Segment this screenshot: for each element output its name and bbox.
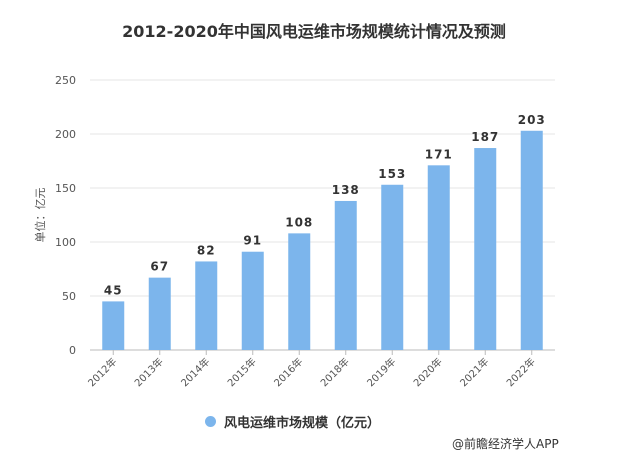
bar (288, 233, 311, 350)
y-tick-label: 200 (55, 128, 76, 141)
data-label: 138 (332, 183, 360, 197)
y-tick-label: 100 (55, 236, 76, 249)
y-tick-label: 0 (69, 344, 76, 357)
y-axis-label: 单位：亿元 (33, 188, 47, 243)
data-label: 187 (471, 130, 499, 144)
bar (427, 165, 450, 350)
x-tick-label: 2019年 (364, 355, 398, 389)
bar (102, 301, 125, 350)
data-label: 171 (425, 147, 453, 161)
bar (520, 130, 543, 350)
bar (381, 184, 404, 350)
y-tick-label: 250 (55, 74, 76, 87)
x-tick-label: 2016年 (271, 355, 305, 389)
legend-label: 风电运维市场规模（亿元） (224, 416, 381, 431)
y-tick-label: 150 (55, 182, 76, 195)
bar (195, 261, 218, 350)
data-label: 82 (197, 243, 216, 257)
x-tick-label: 2020年 (411, 355, 445, 389)
x-tick-label: 2021年 (457, 355, 491, 389)
x-tick-label: 2022年 (504, 355, 538, 389)
y-tick-label: 50 (62, 290, 76, 303)
x-tick-label: 2014年 (178, 355, 212, 389)
legend[interactable]: 风电运维市场规模（亿元） (205, 412, 380, 431)
data-label: 153 (378, 167, 406, 181)
bar (474, 148, 497, 350)
data-label: 67 (150, 260, 169, 274)
data-label: 108 (285, 215, 313, 229)
x-tick-label: 2018年 (318, 355, 352, 389)
bar (148, 277, 171, 350)
bar (241, 251, 264, 350)
data-label: 45 (104, 283, 123, 297)
x-tick-label: 2015年 (225, 355, 259, 389)
legend-marker (205, 416, 216, 427)
data-label: 91 (243, 234, 262, 248)
x-tick-label: 2012年 (85, 355, 119, 389)
source-note: @前瞻经济学人APP (452, 437, 559, 451)
x-tick-label: 2013年 (132, 355, 166, 389)
chart-title: 2012-2020年中国风电运维市场规模统计情况及预测 (122, 22, 506, 41)
bar (334, 200, 357, 350)
data-label: 203 (518, 113, 546, 127)
